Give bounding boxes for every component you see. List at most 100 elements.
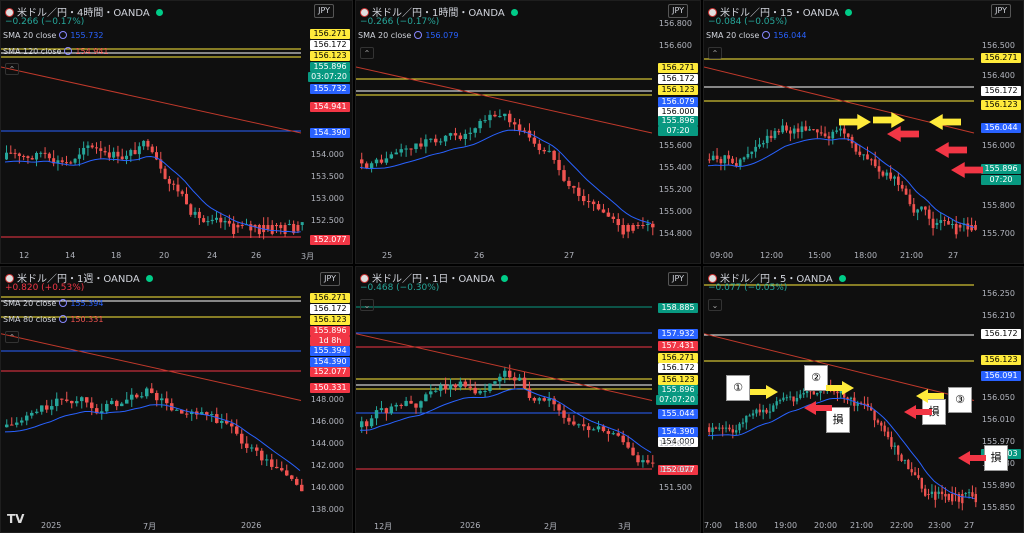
candle — [748, 415, 751, 417]
sma20-legend[interactable]: SMA 20 close 155.394 — [3, 299, 103, 308]
y-axis-tick: 156.250 — [981, 289, 1015, 298]
x-axis-tick: 27 — [964, 521, 975, 530]
price-change: −0.084 (−0.05%) — [708, 17, 788, 27]
price-tag: 154.390 — [310, 357, 350, 367]
candle — [65, 399, 69, 401]
candle — [601, 426, 606, 432]
candle — [572, 421, 576, 425]
sma20-legend[interactable]: SMA 20 close 155.732 — [3, 31, 103, 40]
collapse-legend-button[interactable]: ⌃ — [708, 47, 722, 59]
candle — [735, 163, 738, 167]
currency-selector[interactable]: JPY — [668, 4, 688, 18]
chart-panel-1h[interactable]: 米ドル／円・1時間・OANDA −0.266 (−0.17%) SMA 20 c… — [355, 0, 701, 264]
indicator-settings-icon[interactable] — [59, 31, 68, 39]
candle — [364, 421, 369, 427]
x-axis-tick: 25 — [382, 251, 393, 260]
candle — [468, 386, 472, 388]
indicator-settings-icon[interactable] — [762, 31, 771, 39]
currency-selector[interactable]: JPY — [314, 4, 334, 18]
candle — [200, 412, 204, 415]
chart-panel-5m[interactable]: 米ドル／円・5・OANDA −0.077 (−0.05%) ⌄ 156.172 1… — [703, 266, 1024, 533]
candle — [43, 152, 47, 154]
collapse-legend-button[interactable]: ⌃ — [5, 331, 19, 343]
chart-canvas[interactable] — [356, 1, 701, 264]
chart-panel-1d[interactable]: 米ドル／円・1日・OANDA −0.468 (−0.30%) ⌄ JPY 158… — [355, 266, 701, 533]
candle — [135, 394, 139, 398]
currency-selector[interactable]: JPY — [668, 272, 688, 286]
x-axis-tick: 20 — [159, 251, 170, 260]
candle — [881, 171, 885, 176]
candle — [831, 131, 835, 139]
collapse-legend-button[interactable]: ⌄ — [708, 299, 722, 311]
x-axis-tick: 23:00 — [928, 521, 952, 530]
candle — [527, 130, 532, 138]
candle — [731, 158, 734, 164]
indicator-settings-icon[interactable] — [64, 47, 73, 55]
candle — [621, 435, 625, 443]
candle — [125, 155, 128, 160]
candle — [453, 133, 458, 136]
price-tag: 155.896 — [658, 385, 698, 395]
price-tag: 155.394 — [310, 346, 350, 356]
annotation-label-3: ③ — [948, 387, 972, 413]
candle — [369, 418, 374, 427]
chart-title-text: 米ドル／円・5・OANDA — [720, 274, 833, 285]
candle — [100, 411, 104, 414]
candle — [931, 218, 935, 229]
candle — [394, 152, 398, 155]
currency-selector[interactable]: JPY — [991, 4, 1011, 18]
candle — [55, 398, 59, 407]
chart-panel-15m[interactable]: 米ドル／円・15・OANDA −0.084 (−0.05%) SMA 20 cl… — [703, 0, 1024, 264]
price-tag: 156.123 — [310, 51, 350, 61]
collapse-legend-button[interactable]: ⌃ — [360, 47, 374, 59]
candle — [800, 126, 804, 132]
candle — [25, 415, 29, 421]
candle — [409, 400, 413, 404]
currency-selector[interactable]: JPY — [320, 272, 340, 286]
sma20-legend[interactable]: SMA 20 close 156.079 — [358, 31, 458, 40]
chart-canvas[interactable] — [356, 267, 701, 533]
chart-panel-1w[interactable]: 米ドル／円・1週・OANDA +0.820 (+0.53%) SMA 20 cl… — [0, 266, 353, 533]
candle — [463, 133, 468, 139]
collapse-legend-button[interactable]: ⌃ — [5, 63, 19, 75]
candle — [360, 159, 364, 164]
candle — [90, 145, 94, 148]
candle — [870, 159, 873, 161]
candle — [275, 466, 279, 469]
candle — [974, 225, 977, 230]
chart-title-text: 米ドル／円・1週・OANDA — [17, 274, 140, 285]
candle — [572, 186, 576, 188]
chart-canvas[interactable] — [1, 1, 353, 264]
sma-value: 156.044 — [773, 31, 807, 40]
candle — [65, 162, 68, 164]
candle — [967, 492, 971, 494]
indicator-settings-icon[interactable] — [59, 299, 68, 307]
chart-canvas[interactable] — [704, 1, 1024, 264]
price-tag: 154.390 — [658, 427, 698, 437]
candle — [966, 223, 970, 230]
candle — [429, 138, 433, 140]
candle — [266, 225, 270, 230]
indicator-settings-icon[interactable] — [414, 31, 423, 39]
candle — [974, 494, 977, 503]
candle — [360, 421, 364, 428]
chart-canvas[interactable] — [704, 267, 1024, 533]
indicator-settings-icon[interactable] — [59, 315, 68, 323]
y-axis-tick: 140.000 — [310, 483, 344, 492]
sma120-legend[interactable]: SMA 120 close 154.941 — [3, 47, 109, 56]
sma80-legend[interactable]: SMA 80 close 150.331 — [3, 315, 103, 324]
collapse-legend-button[interactable]: ⌄ — [360, 299, 374, 311]
chart-panel-4h[interactable]: 米ドル／円・4時間・OANDA −0.266 (−0.17%) SMA 20 c… — [0, 0, 353, 264]
chart-canvas[interactable] — [1, 267, 353, 533]
candle — [70, 400, 74, 404]
price-tag: 155.044 — [658, 409, 698, 419]
candle — [751, 413, 755, 416]
candle — [60, 160, 64, 163]
y-axis-tick: 155.400 — [658, 163, 692, 172]
candle — [215, 217, 218, 220]
candle — [73, 158, 77, 163]
candle — [773, 131, 777, 139]
sma20-legend[interactable]: SMA 20 close 156.044 — [706, 31, 806, 40]
candle — [567, 180, 571, 187]
symbol-flag-icon — [708, 8, 717, 17]
